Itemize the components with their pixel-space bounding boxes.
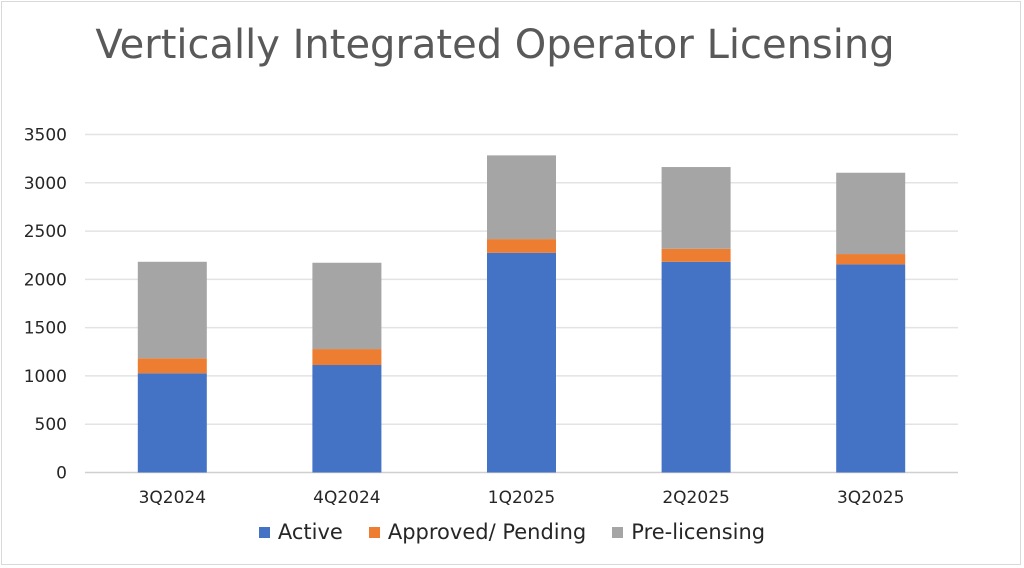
legend-item: Approved/ Pending (368, 520, 587, 544)
y-tick-label: 3500 (24, 126, 67, 146)
legend-swatch (612, 526, 624, 538)
bar-pre-licensing-1Q2025 (487, 155, 556, 240)
bar-active-1Q2025 (487, 252, 556, 473)
bar-active-3Q2025 (836, 264, 906, 473)
y-tick-label: 2000 (24, 270, 67, 290)
legend-label: Approved/ Pending (387, 520, 587, 544)
y-tick-label: 2500 (24, 222, 67, 242)
legend-label: Pre-licensing (631, 520, 766, 544)
bar-pre-licensing-2Q2025 (661, 167, 731, 249)
bar-approved-pending-4Q2024 (312, 349, 382, 366)
legend-label: Active (277, 520, 343, 544)
x-tick-label: 3Q2024 (139, 488, 206, 508)
legend-swatch (258, 526, 270, 538)
y-tick-label: 500 (35, 415, 67, 435)
y-tick-label: 0 (56, 464, 67, 484)
bar-approved-pending-2Q2025 (661, 248, 731, 262)
x-tick-label: 2Q2025 (662, 488, 729, 508)
bar-pre-licensing-4Q2024 (312, 262, 382, 350)
bar-active-2Q2025 (661, 261, 731, 473)
bar-approved-pending-3Q2024 (137, 358, 207, 374)
legend-item: Pre-licensing (612, 520, 765, 544)
bar-pre-licensing-3Q2024 (137, 261, 207, 359)
x-tick-label: 3Q2025 (837, 488, 904, 508)
legend-swatch (368, 526, 380, 538)
bar-pre-licensing-3Q2025 (836, 172, 906, 255)
y-tick-label: 1000 (24, 367, 67, 387)
y-tick-label: 3000 (24, 174, 67, 194)
bar-active-3Q2024 (137, 373, 207, 473)
legend: Active Approved/ Pending Pre-licensing (0, 520, 1024, 544)
y-tick-label: 1500 (24, 319, 67, 339)
bar-active-4Q2024 (312, 365, 382, 473)
bar-approved-pending-3Q2025 (836, 254, 906, 265)
legend-item: Active (258, 520, 343, 544)
x-tick-label: 1Q2025 (488, 488, 555, 508)
bar-approved-pending-1Q2025 (487, 239, 556, 253)
x-tick-label: 4Q2024 (313, 488, 380, 508)
chart-title: Vertically Integrated Operator Licensing (95, 22, 895, 68)
